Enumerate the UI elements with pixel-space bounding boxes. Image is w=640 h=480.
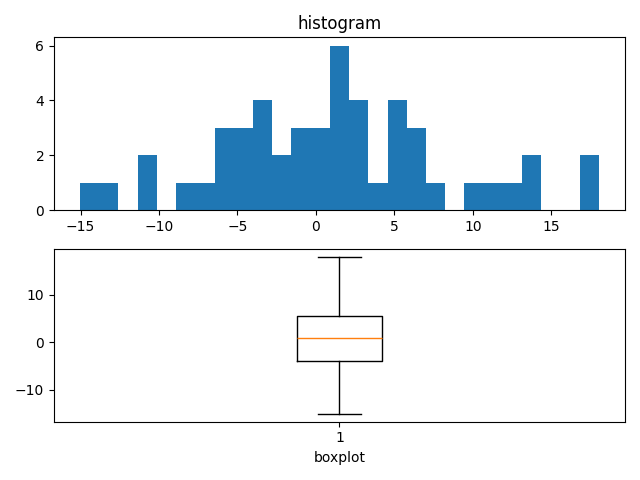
Bar — [176, 183, 195, 210]
Bar — [407, 128, 426, 210]
Bar — [522, 156, 541, 210]
Bar — [388, 100, 407, 210]
Bar — [310, 128, 330, 210]
Bar — [234, 128, 253, 210]
Bar — [349, 100, 369, 210]
Bar — [330, 46, 349, 210]
Bar — [195, 183, 214, 210]
Bar — [484, 183, 503, 210]
X-axis label: boxplot: boxplot — [314, 451, 365, 465]
Bar — [503, 183, 522, 210]
Bar — [426, 183, 445, 210]
Bar — [253, 100, 272, 210]
Bar — [272, 156, 291, 210]
Bar — [99, 183, 118, 210]
Bar — [138, 156, 157, 210]
Bar — [214, 128, 234, 210]
Title: histogram: histogram — [298, 15, 381, 33]
Bar — [291, 128, 310, 210]
Bar — [80, 183, 99, 210]
Bar — [465, 183, 484, 210]
Bar — [369, 183, 388, 210]
Bar — [580, 156, 599, 210]
